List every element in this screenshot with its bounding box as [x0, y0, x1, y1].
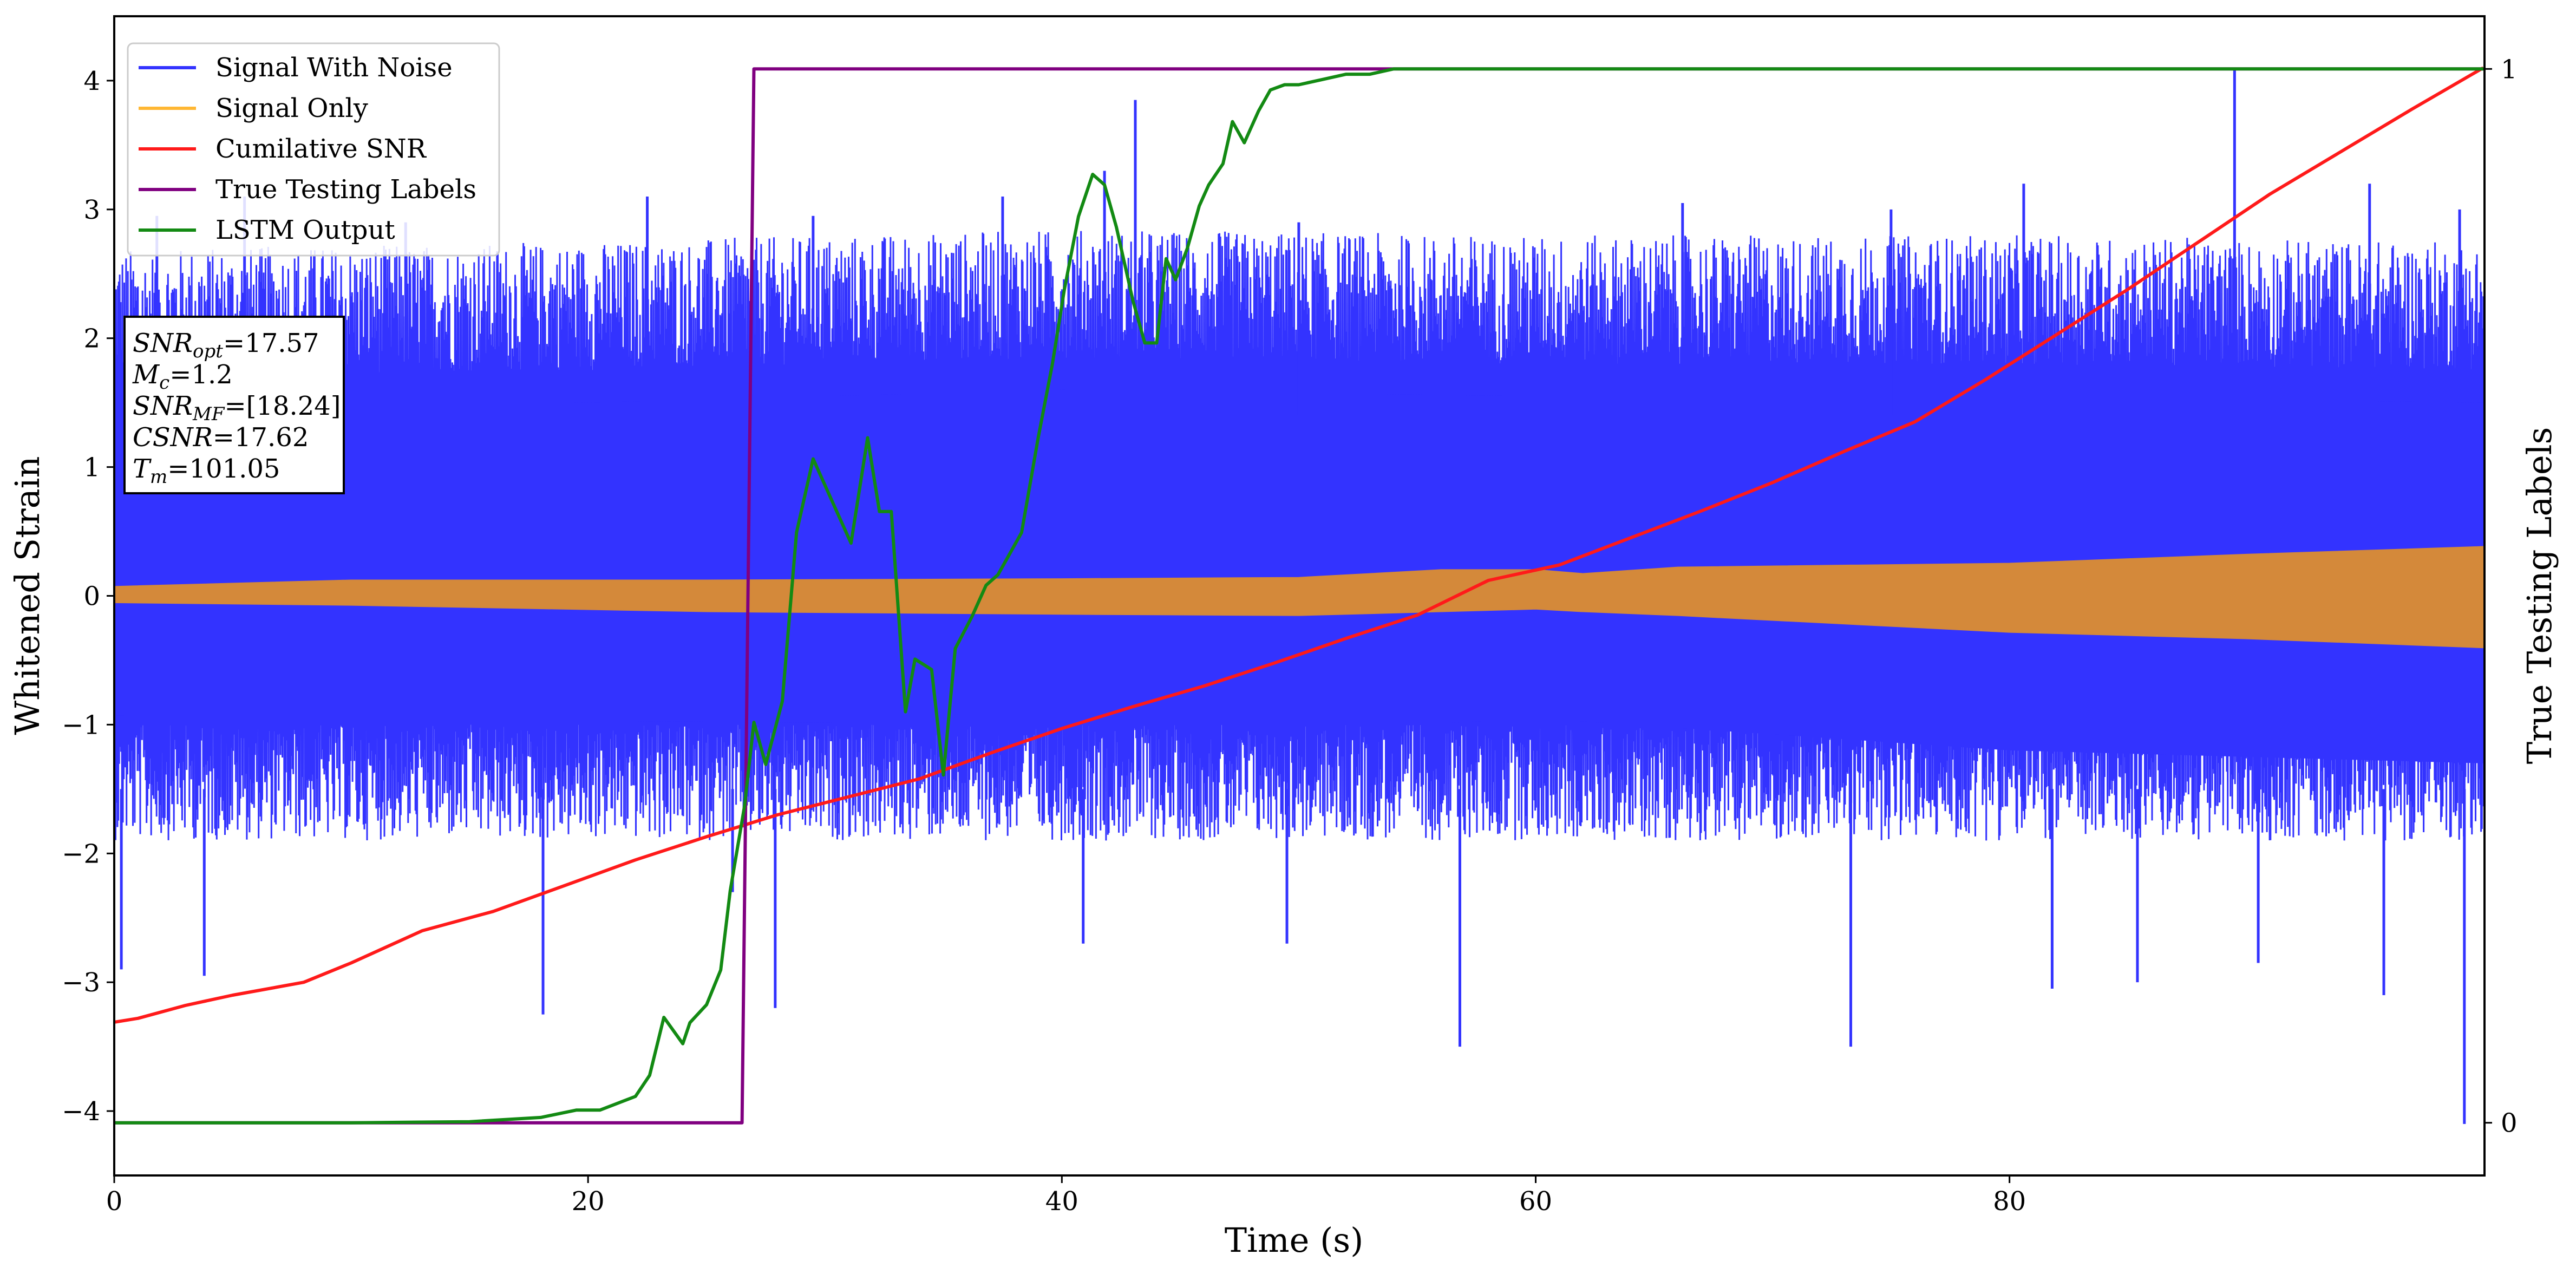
x-tick-label-60: 60 — [1519, 1186, 1552, 1217]
legend-item-signal-only: Signal Only — [139, 93, 368, 123]
info-box: SNRopt=17.57Mc=1.2SNRMF=[18.24]CSNR=17.6… — [123, 316, 345, 494]
x-tick-label-0: 0 — [106, 1186, 123, 1217]
legend-label: Signal Only — [215, 93, 368, 123]
info-line-2: SNRMF=[18.24] — [133, 391, 341, 425]
info-line-1: Mc=1.2 — [132, 360, 233, 394]
y-tick-label-2: 2 — [83, 324, 100, 354]
legend-label: True Testing Labels — [215, 174, 476, 205]
y-tick-label-1: 1 — [83, 453, 100, 483]
series-signal-only — [114, 546, 2485, 649]
info-line-3: CSNR=17.62 — [133, 422, 309, 453]
info-line-4: Tm=101.05 — [133, 454, 280, 488]
series-cumilative-snr — [114, 66, 2485, 1024]
series-lstm-output — [114, 67, 2485, 1125]
info-line-0: SNRopt=17.57 — [133, 328, 319, 362]
y-tick-label--2: −2 — [62, 839, 100, 869]
y-tick-label--3: −3 — [62, 968, 100, 998]
series-signal-with-noise-core — [114, 389, 2483, 763]
x-tick-label-80: 80 — [1993, 1186, 2026, 1217]
legend-label: LSTM Output — [215, 215, 395, 245]
y-tick-label--4: −4 — [62, 1096, 100, 1127]
x-tick-label-40: 40 — [1045, 1186, 1078, 1217]
series-signal-with-noise — [114, 68, 2485, 1124]
series-layer — [114, 66, 2485, 1125]
legend-item-signal-with-noise: Signal With Noise — [139, 53, 453, 83]
legend-item-cumilative-snr: Cumilative SNR — [139, 134, 427, 164]
legend-item-true-testing-labels: True Testing Labels — [139, 174, 476, 205]
legend-frame — [127, 42, 500, 257]
y-tick-label-4: 4 — [83, 66, 100, 96]
legend-label: Signal With Noise — [215, 53, 453, 83]
info-box-frame — [123, 316, 345, 494]
x-tick-label-20: 20 — [572, 1186, 605, 1217]
y-right-tick-label-1: 1 — [2501, 54, 2518, 84]
y-right-tick-label-0: 0 — [2501, 1108, 2518, 1139]
legend-label: Cumilative SNR — [215, 134, 427, 164]
y-tick-label-0: 0 — [83, 582, 100, 612]
y-tick-label--1: −1 — [62, 710, 100, 740]
legend-item-lstm-output: LSTM Output — [139, 215, 395, 245]
y-tick-label-3: 3 — [83, 195, 100, 225]
x-axis-title: Time (s) — [1225, 1220, 1364, 1260]
legend: Signal With Noise Signal Only Cumilative S… — [127, 42, 500, 257]
y-axis-title-right: True Testing Labels — [2520, 427, 2559, 765]
y-axis-title: Whitened Strain — [8, 456, 47, 735]
